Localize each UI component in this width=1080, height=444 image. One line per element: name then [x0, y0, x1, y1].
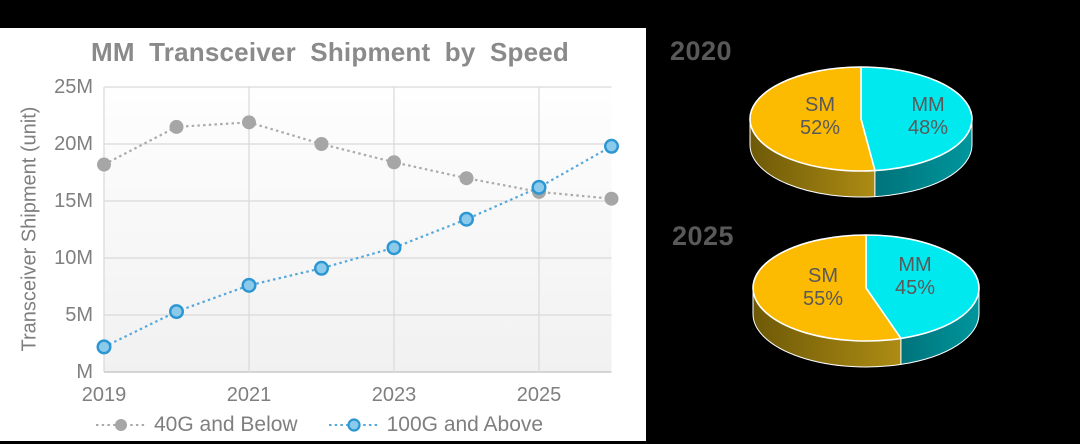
data-point [169, 119, 184, 134]
slice-value: 55% [802, 288, 844, 311]
x-tick-2019: 2019 [81, 384, 127, 406]
data-point [459, 211, 475, 227]
pie-2025-mm-label: MM 45% [875, 254, 955, 300]
pie-slice-sm [749, 66, 876, 172]
line-chart-panel: MM Transceiver Shipment by Speed Transce… [0, 28, 646, 441]
chart-title: MM Transceiver Shipment by Speed [91, 37, 569, 67]
data-point [386, 240, 402, 256]
data-point [314, 137, 329, 151]
slice-value: 48% [907, 117, 949, 140]
plot-area [104, 87, 612, 372]
slice-value: 45% [894, 277, 936, 300]
pie-slice-mm [865, 234, 980, 340]
pie-2025-title: 2025 [672, 221, 735, 251]
series-line-0 [103, 121, 612, 200]
data-point [531, 179, 547, 195]
slice-label: MM [898, 254, 932, 276]
legend-item-100g-and-above: 100G and Above [328, 413, 543, 437]
slice-label: SM [805, 94, 835, 116]
y-tick-5m: 5M [65, 304, 93, 326]
y-tick-20m: 20M [54, 133, 93, 155]
pie-2020-mm-label: MM 48% [888, 94, 968, 140]
data-point [97, 157, 111, 172]
data-point [96, 339, 112, 355]
x-tick-2023: 2023 [371, 384, 417, 406]
y-tick-25m: 25M [54, 76, 93, 98]
chart-legend: 40G and Below 100G and Above [95, 413, 543, 437]
pie-2020 [749, 66, 973, 198]
data-point [242, 115, 256, 130]
y-tick-0m: M [76, 361, 93, 383]
pie-slice-mm [860, 66, 973, 172]
legend-item-40g-and-below: 40G and Below [95, 413, 298, 437]
data-point [168, 304, 184, 320]
y-tick-10m: 10M [54, 247, 93, 269]
legend-label-100g: 100G and Above [386, 413, 544, 436]
data-point [604, 191, 619, 206]
pie-slice-sm [752, 234, 902, 342]
slice-value: 52% [799, 117, 841, 140]
x-tick-2021: 2021 [226, 384, 272, 406]
pie-2025-sm-label: SM 55% [783, 265, 863, 311]
pie-2020-title: 2020 [670, 36, 733, 66]
legend-label-40g: 40G and Below [154, 413, 298, 436]
pie-2025 [752, 234, 980, 368]
slice-label: SM [808, 265, 838, 287]
data-point [241, 277, 257, 293]
x-tick-2025: 2025 [516, 384, 562, 406]
legend-marker-40g-icon [96, 419, 146, 431]
y-tick-15m: 15M [54, 190, 93, 212]
line-chart-plot [96, 86, 620, 373]
legend-marker-100g-icon [328, 418, 379, 432]
pie-2020-sm-label: SM 52% [780, 94, 860, 140]
data-point [314, 260, 330, 276]
data-point [604, 138, 620, 154]
data-point [459, 171, 474, 186]
series-line-1 [103, 145, 613, 348]
data-point [387, 155, 401, 170]
slice-label: MM [911, 94, 945, 116]
